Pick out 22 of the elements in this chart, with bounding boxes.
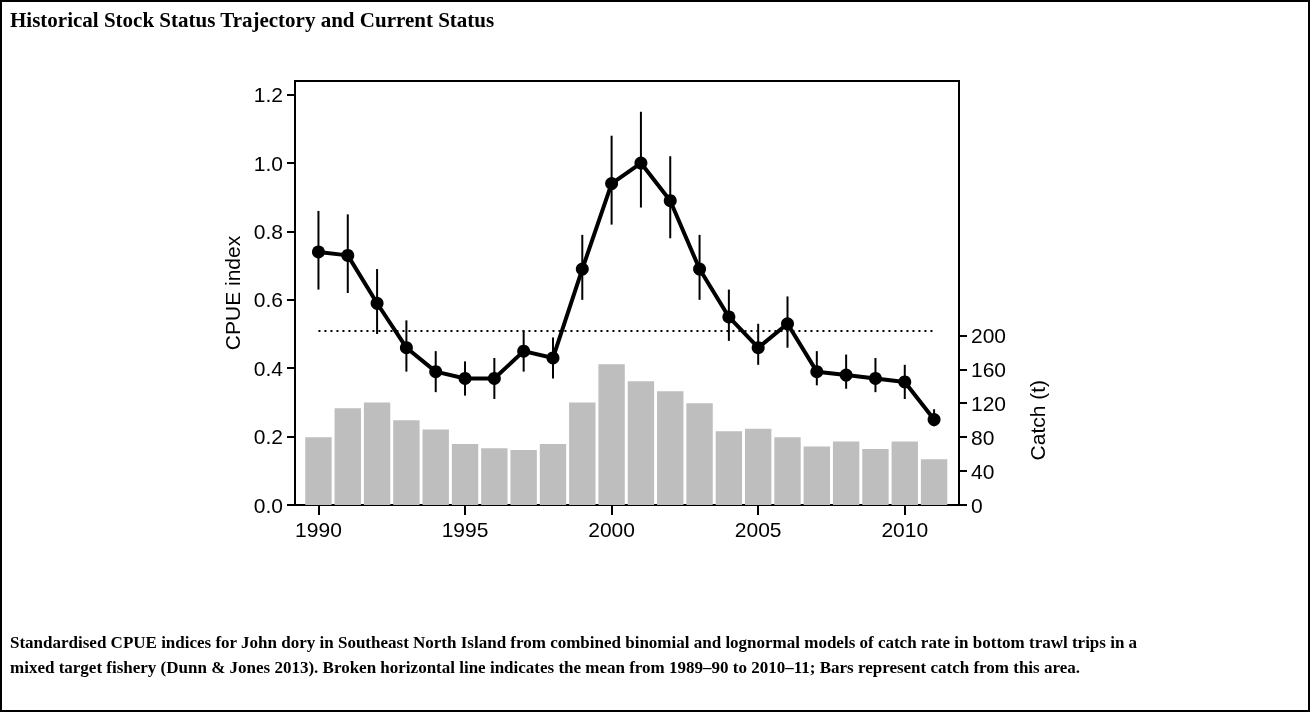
y-tick-label: 0.0	[253, 493, 283, 517]
y-tick-label: 1.2	[253, 83, 283, 107]
x-tick-label: 2005	[734, 518, 782, 541]
y2-tick-label: 160	[971, 357, 1007, 381]
x-tick-label: 2010	[881, 518, 929, 541]
x-tick-label: 1990	[295, 518, 342, 541]
text: Standardised CPUE indices for John dory in Southeast North Island from combined binomial and lognormal models of catch rate in bottom trawl trips in a mixed target fishery (Dunn & Jones 2013). Broken horizontal line indicates the mean from 1989–90 to 2010–11; Bars represent catch from this area.	[10, 632, 1139, 679]
x-tick-label: 1995	[441, 518, 489, 541]
y-tick-label: 1.0	[253, 151, 283, 175]
y-tick-label: 0.2	[253, 425, 283, 449]
y-axis-title: CPUE index	[220, 235, 244, 351]
y2-tick-label: 40	[971, 459, 995, 483]
y2-tick-label: 80	[971, 425, 995, 449]
y2-tick-label: 120	[971, 391, 1007, 415]
x-tick-label: 2000	[588, 518, 635, 541]
y-tick-label: 0.6	[253, 288, 283, 312]
y2-tick-label: 0	[971, 493, 983, 517]
y-tick-label: 0.8	[253, 219, 283, 243]
y2-tick-label: 200	[971, 323, 1007, 347]
y2-axis-title: Catch (t)	[1025, 379, 1049, 461]
y-tick-label: 0.4	[253, 356, 284, 380]
chart-title: Historical Stock Status Trajectory and Current Status	[10, 8, 495, 33]
